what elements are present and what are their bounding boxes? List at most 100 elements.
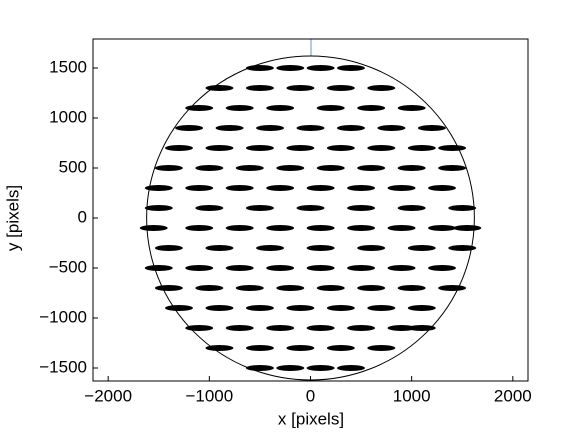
- point: [407, 305, 436, 311]
- point: [245, 205, 274, 211]
- point: [144, 205, 173, 211]
- point: [407, 145, 436, 151]
- point: [448, 205, 477, 211]
- point: [286, 145, 315, 151]
- point: [276, 365, 305, 371]
- point: [336, 125, 365, 131]
- point: [185, 105, 214, 111]
- point: [387, 225, 416, 231]
- point: [438, 285, 467, 291]
- x-tick-label: −1000: [185, 386, 233, 405]
- x-tick-label: 1000: [393, 386, 431, 405]
- point: [245, 305, 274, 311]
- point: [326, 305, 355, 311]
- point: [357, 245, 386, 251]
- point: [336, 365, 365, 371]
- point: [316, 165, 345, 171]
- point: [326, 345, 355, 351]
- point: [397, 205, 426, 211]
- point: [306, 245, 335, 251]
- point: [387, 265, 416, 271]
- point: [266, 185, 295, 191]
- y-tick-label: −1500: [39, 357, 87, 376]
- point: [306, 65, 335, 71]
- point: [245, 85, 274, 91]
- point: [195, 165, 224, 171]
- point: [367, 305, 396, 311]
- point: [195, 205, 224, 211]
- point: [367, 345, 396, 351]
- point: [154, 285, 183, 291]
- x-tick-label: 0: [306, 386, 315, 405]
- point: [367, 85, 396, 91]
- y-tick-label: 0: [78, 207, 87, 226]
- y-tick-label: 1000: [49, 107, 87, 126]
- point: [256, 125, 285, 131]
- point: [225, 265, 254, 271]
- point: [357, 285, 386, 291]
- point: [154, 245, 183, 251]
- point: [144, 185, 173, 191]
- point: [347, 265, 376, 271]
- point: [256, 245, 285, 251]
- point: [235, 285, 264, 291]
- point: [185, 325, 214, 331]
- point: [185, 225, 214, 231]
- point: [225, 325, 254, 331]
- point: [316, 105, 345, 111]
- point: [438, 165, 467, 171]
- point: [266, 225, 295, 231]
- point: [276, 285, 305, 291]
- y-tick-label: 500: [59, 157, 87, 176]
- point: [306, 225, 335, 231]
- point: [235, 165, 264, 171]
- y-tick-label: −500: [49, 257, 87, 276]
- y-axis-label: y [pixels]: [3, 185, 22, 251]
- point: [245, 145, 274, 151]
- point: [387, 325, 416, 331]
- point: [185, 185, 214, 191]
- point: [266, 265, 295, 271]
- point: [316, 285, 345, 291]
- point: [347, 225, 376, 231]
- point: [205, 345, 234, 351]
- point: [195, 285, 224, 291]
- point: [296, 125, 325, 131]
- point: [245, 65, 274, 71]
- point: [397, 105, 426, 111]
- point: [357, 165, 386, 171]
- point: [266, 105, 295, 111]
- point: [347, 185, 376, 191]
- point: [245, 345, 274, 351]
- point: [175, 125, 204, 131]
- point: [185, 265, 214, 271]
- point: [428, 185, 457, 191]
- point: [225, 185, 254, 191]
- point: [286, 85, 315, 91]
- point: [225, 225, 254, 231]
- point: [367, 145, 396, 151]
- point: [306, 185, 335, 191]
- point: [164, 145, 193, 151]
- point: [377, 125, 406, 131]
- point: [276, 65, 305, 71]
- x-tick-label: 2000: [494, 386, 532, 405]
- point: [306, 325, 335, 331]
- point: [245, 365, 274, 371]
- point: [397, 285, 426, 291]
- point: [336, 65, 365, 71]
- point: [296, 205, 325, 211]
- point: [448, 245, 477, 251]
- point: [286, 345, 315, 351]
- point: [266, 325, 295, 331]
- point: [407, 325, 436, 331]
- point: [306, 265, 335, 271]
- point: [225, 105, 254, 111]
- point: [387, 185, 416, 191]
- point: [428, 265, 457, 271]
- x-tick-label: −2000: [84, 386, 132, 405]
- point: [417, 125, 446, 131]
- point: [205, 145, 234, 151]
- point: [205, 245, 234, 251]
